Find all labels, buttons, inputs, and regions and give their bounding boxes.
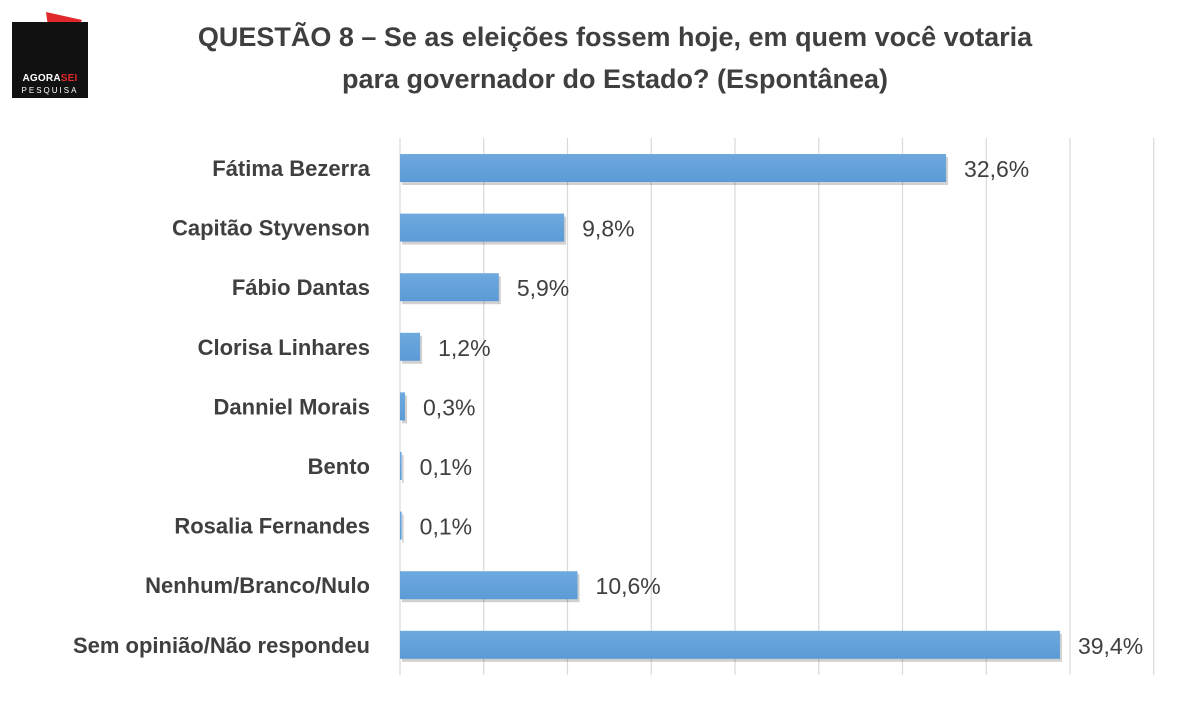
logo-subtitle: PESQUISA — [21, 86, 79, 95]
logo-box — [12, 22, 88, 98]
category-label: Fábio Dantas — [232, 275, 370, 300]
bar — [400, 571, 578, 600]
bar — [400, 392, 406, 421]
chart-title: QUESTÃO 8 – Se as eleições fossem hoje, … — [110, 16, 1120, 100]
category-label: Clorisa Linhares — [198, 335, 370, 360]
data-label: 5,9% — [517, 275, 569, 301]
data-label: 0,1% — [420, 514, 472, 540]
category-label: Fátima Bezerra — [212, 156, 371, 181]
data-label: 9,8% — [582, 216, 634, 242]
category-label: Rosalia Fernandes — [174, 514, 370, 539]
data-label: 39,4% — [1078, 633, 1143, 659]
category-label: Bento — [308, 454, 370, 479]
data-label: 32,6% — [964, 156, 1029, 182]
category-label: Nenhum/Branco/Nulo — [145, 573, 370, 598]
bar — [400, 511, 402, 540]
bar — [400, 154, 947, 182]
chart-title-line2: para governador do Estado? (Espontânea) — [341, 64, 889, 94]
bar — [400, 630, 1060, 659]
bar-shadow — [402, 455, 404, 483]
category-label: Danniel Morais — [214, 394, 370, 419]
data-label: 1,2% — [438, 335, 490, 361]
category-label: Sem opinião/Não respondeu — [73, 633, 370, 658]
agorasei-logo: AGORASEI PESQUISA — [12, 10, 88, 98]
bar — [400, 452, 402, 480]
data-label: 0,3% — [423, 394, 475, 420]
bar — [400, 332, 421, 361]
bar-shadow — [402, 514, 404, 543]
bar — [400, 273, 499, 302]
bar — [400, 213, 565, 242]
data-label: 10,6% — [596, 573, 661, 599]
chart-title-line1: QUESTÃO 8 – Se as eleições fossem hoje, … — [197, 22, 1033, 52]
logo-brand: AGORASEI — [22, 73, 78, 84]
data-label: 0,1% — [420, 454, 472, 480]
category-label: Capitão Styvenson — [172, 216, 370, 241]
